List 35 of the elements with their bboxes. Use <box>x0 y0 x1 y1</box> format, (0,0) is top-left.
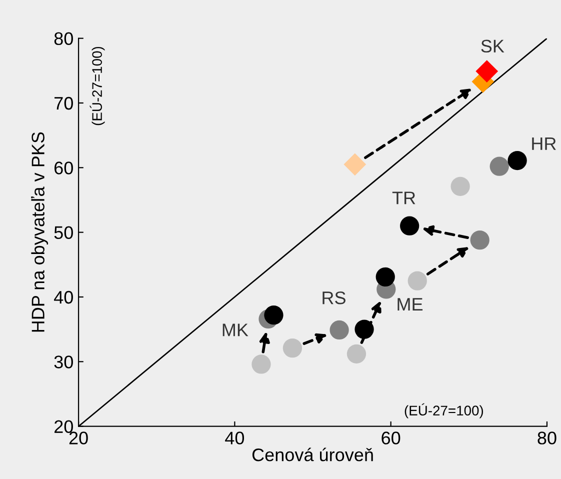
y-tick-label: 60 <box>54 162 73 174</box>
x-tick-label: 80 <box>538 432 556 444</box>
x-tick-label: 40 <box>225 432 244 444</box>
point <box>346 344 366 364</box>
annotation: (EÚ-27=100) <box>404 403 484 418</box>
point <box>490 156 509 176</box>
point <box>408 271 427 290</box>
point <box>508 150 527 170</box>
y-tick-label: 20 <box>54 420 73 434</box>
annotation: SK <box>481 40 504 53</box>
annotation: ME <box>398 298 423 311</box>
point <box>330 320 349 340</box>
point <box>470 230 490 250</box>
y-tick-label: 70 <box>54 96 73 110</box>
y-tick-label: 30 <box>54 356 73 368</box>
y-axis-title: HDP na obyvateľa v PKS <box>31 132 48 332</box>
point <box>264 306 284 325</box>
y-tick-label: 80 <box>54 32 73 46</box>
point <box>344 153 366 176</box>
point <box>376 267 395 287</box>
point <box>450 176 470 196</box>
annotation: TR <box>392 192 416 204</box>
x-tick-label: 60 <box>382 432 400 444</box>
annotation: RS <box>322 291 346 304</box>
point <box>252 354 271 374</box>
y-tick-label: 50 <box>54 226 73 240</box>
x-axis-title: Cenová úroveň <box>252 448 373 462</box>
annotation: (EÚ-27=100) <box>90 46 105 126</box>
point <box>282 338 302 358</box>
y-tick-label: 40 <box>54 290 73 304</box>
point <box>476 60 498 82</box>
annotation: HR <box>532 138 556 150</box>
point <box>400 216 420 236</box>
x-tick-label: 20 <box>69 432 88 444</box>
annotation: MK <box>222 324 248 336</box>
